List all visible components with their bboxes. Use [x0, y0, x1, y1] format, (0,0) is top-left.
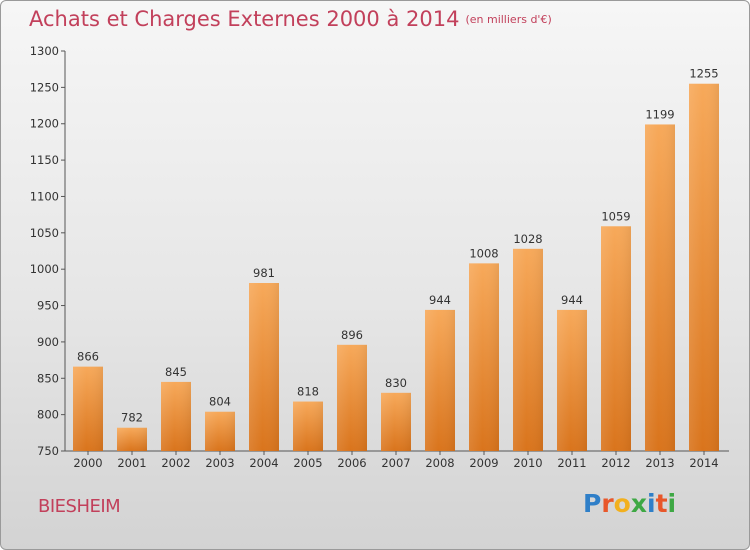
y-tick-label: 1250: [30, 80, 59, 94]
x-tick-label-2012: 2012: [601, 456, 630, 470]
x-tick-label-2001: 2001: [117, 456, 146, 470]
bar-shine-2005: [293, 401, 323, 451]
bar-shine-2008: [425, 309, 455, 451]
x-tick-label-2008: 2008: [425, 456, 454, 470]
x-tick-label-2005: 2005: [293, 456, 322, 470]
chart-bars: [73, 83, 719, 452]
bar-shine-2009: [469, 263, 499, 451]
value-label-2012: 1059: [601, 209, 630, 223]
x-tick-label-2002: 2002: [161, 456, 190, 470]
y-tick-label: 1200: [30, 117, 59, 131]
value-label-2002: 845: [165, 365, 187, 379]
logo-letter: x: [630, 489, 647, 518]
x-tick-label-2003: 2003: [205, 456, 234, 470]
value-label-2008: 944: [429, 293, 451, 307]
bar-shine-2010: [513, 248, 543, 451]
y-tick-label: 750: [37, 444, 59, 458]
x-tick-label-2009: 2009: [469, 456, 498, 470]
y-tick-label: 900: [37, 335, 59, 349]
y-tick-label: 1150: [30, 153, 59, 167]
logo-letter: r: [601, 489, 614, 518]
bar-shine-2006: [337, 344, 367, 451]
bar-shine-2012: [601, 226, 631, 451]
chart-title: Achats et Charges Externes 2000 à 2014 (e…: [29, 7, 552, 31]
x-tick-label-2007: 2007: [381, 456, 410, 470]
y-tick-label: 1300: [30, 44, 59, 58]
city-name: BIESHEIM: [38, 496, 121, 517]
value-label-2014: 1255: [689, 67, 718, 81]
bar-shine-2002: [161, 381, 191, 451]
logo-letter: P: [583, 489, 602, 518]
value-label-2004: 981: [253, 266, 275, 280]
bar-shine-2000: [73, 366, 103, 451]
bar-shine-2003: [205, 411, 235, 451]
y-tick-label: 950: [37, 299, 59, 313]
chart-title-text: Achats et Charges Externes 2000 à 2014: [29, 7, 460, 31]
bar-shine-2011: [557, 309, 587, 451]
bar-shine-2014: [689, 83, 719, 452]
proxiti-logo: Proxiti: [583, 489, 676, 518]
chart-axes: 750 800 850 900 950 1000 1050 1100 1150 1200 1250 1…: [30, 44, 729, 470]
chart-unit: (en milliers d'€): [465, 13, 552, 26]
value-label-2009: 1008: [469, 246, 498, 260]
x-tick-label-2014: 2014: [689, 456, 718, 470]
value-label-2005: 818: [297, 385, 319, 399]
logo-letter: o: [613, 489, 631, 518]
x-tick-label-2010: 2010: [513, 456, 542, 470]
x-tick-label-2011: 2011: [557, 456, 586, 470]
logo-letter: i: [667, 489, 677, 518]
bar-shine-2001: [117, 427, 147, 451]
value-label-2001: 782: [121, 411, 143, 425]
value-label-2013: 1199: [645, 107, 674, 121]
value-label-2011: 944: [561, 293, 583, 307]
value-label-2007: 830: [385, 376, 407, 390]
value-label-2003: 804: [209, 395, 231, 409]
logo-letter: i: [647, 489, 656, 518]
bar-shine-2004: [249, 283, 279, 451]
y-tick-label: 1100: [30, 189, 59, 203]
value-label-2006: 896: [341, 328, 363, 342]
value-label-2010: 1028: [513, 232, 542, 246]
value-label-2000: 866: [77, 350, 99, 364]
x-tick-label-2006: 2006: [337, 456, 366, 470]
y-tick-label: 850: [37, 371, 59, 385]
logo-letter: t: [655, 489, 668, 518]
y-tick-label: 800: [37, 408, 59, 422]
y-tick-label: 1000: [30, 262, 59, 276]
x-tick-label-2000: 2000: [73, 456, 102, 470]
bar-shine-2013: [645, 124, 675, 452]
bar-shine-2007: [381, 392, 411, 451]
x-tick-label-2013: 2013: [645, 456, 674, 470]
x-tick-label-2004: 2004: [249, 456, 278, 470]
chart-value-labels: 866 782 845 804 981 818 896 830 944 1008 1028 944 10…: [77, 67, 719, 425]
y-tick-label: 1050: [30, 226, 59, 240]
